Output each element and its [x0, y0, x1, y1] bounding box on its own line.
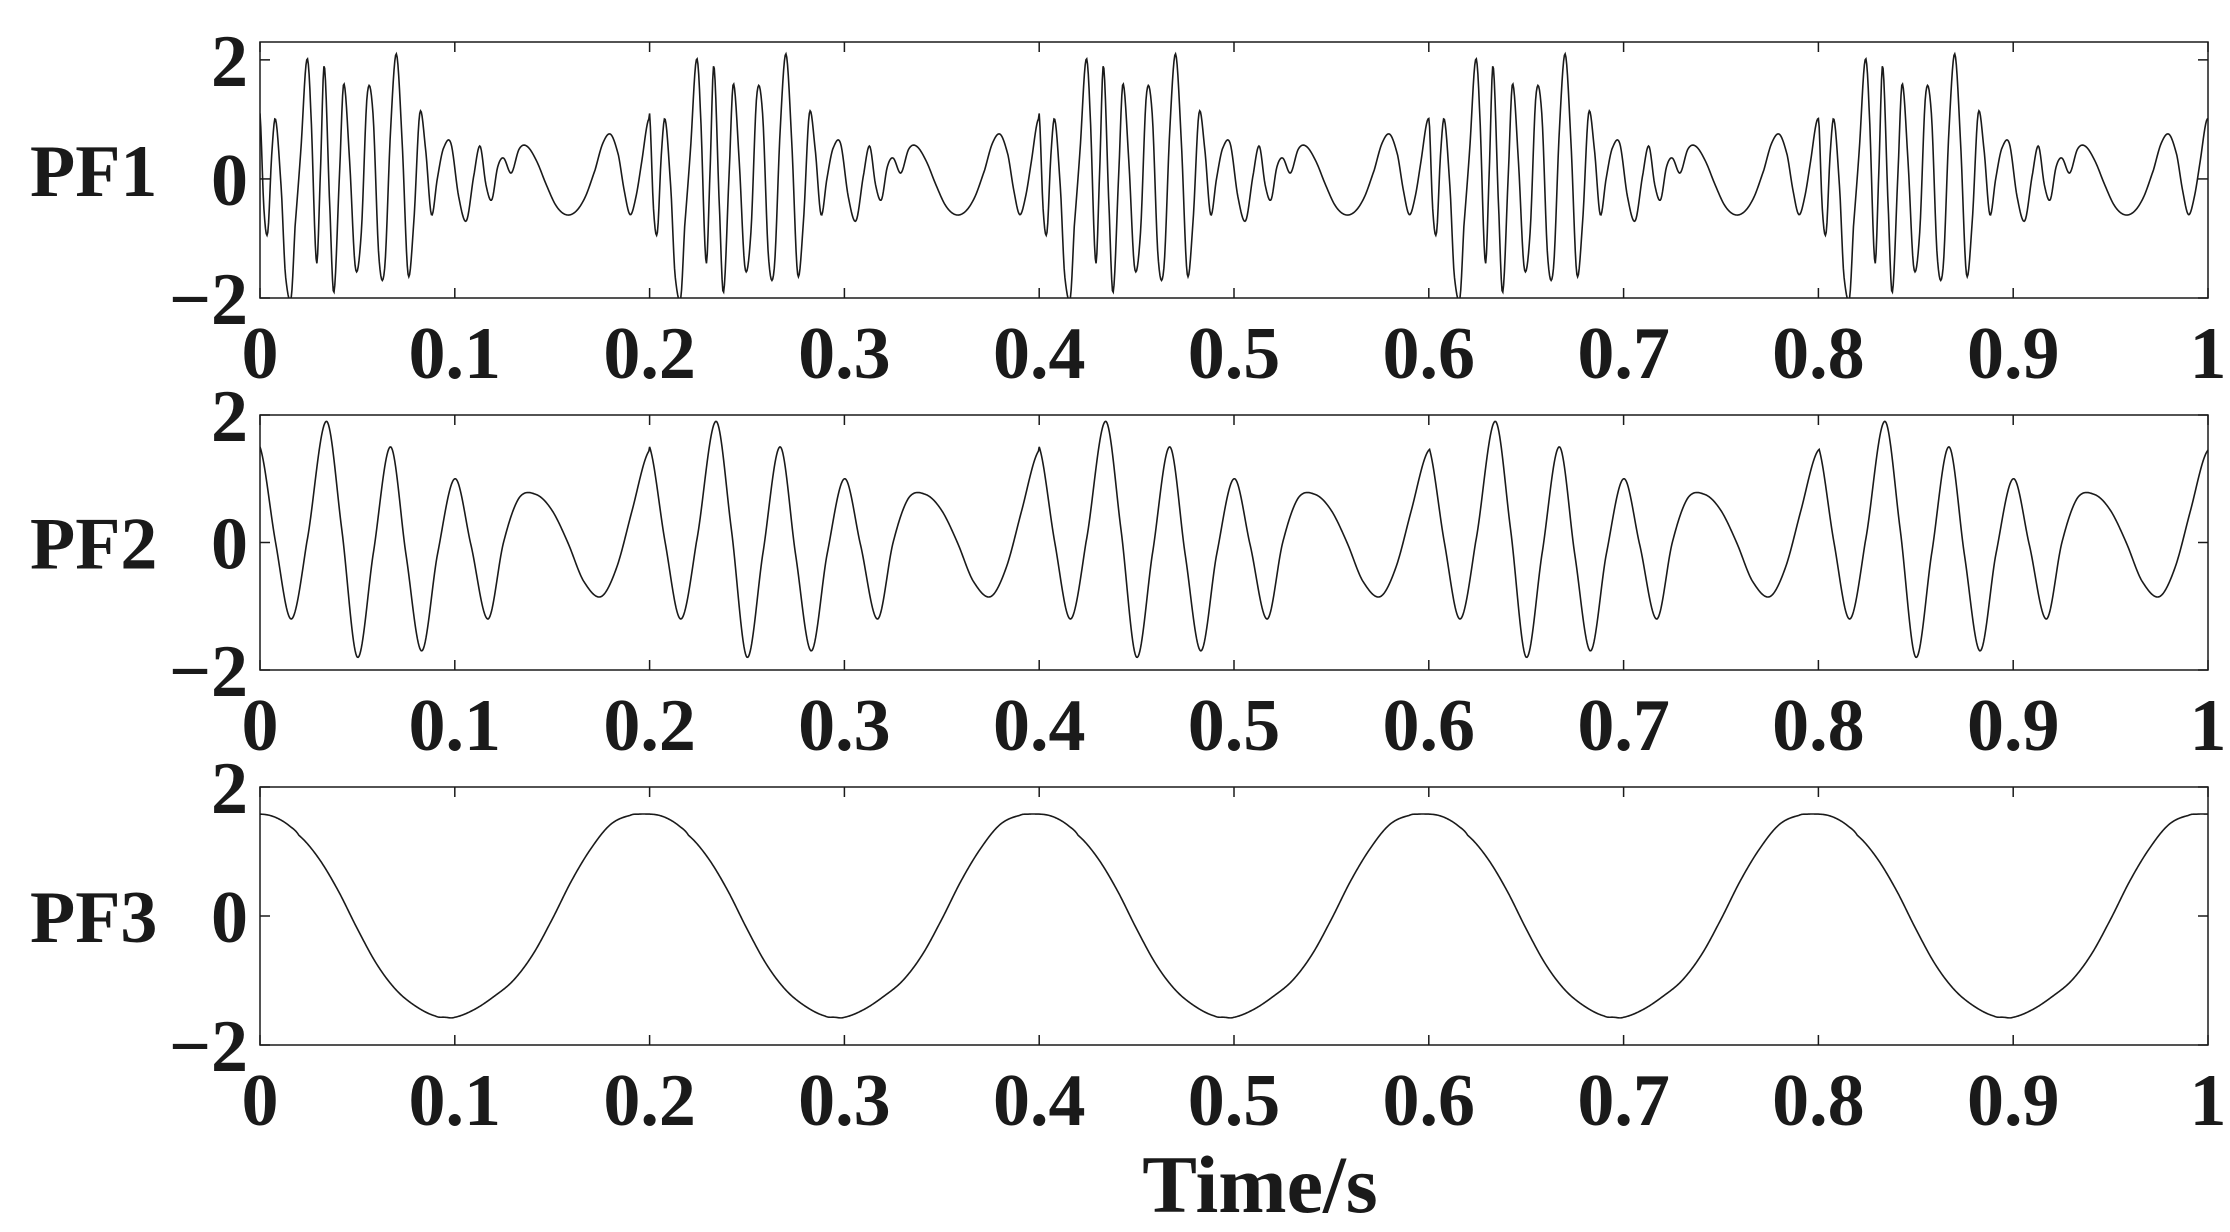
x-tick-label: 0.6 — [1383, 313, 1476, 395]
series-line-3 — [260, 813, 2208, 1019]
y-tick-label: −2 — [169, 631, 248, 713]
x-tick-label: 0.7 — [1577, 685, 1670, 767]
x-tick-label: 0.5 — [1188, 685, 1281, 767]
x-tick-label: 1 — [2190, 685, 2227, 767]
x-tick-label: 0.9 — [1967, 313, 2060, 395]
y-tick-label: 0 — [211, 504, 248, 586]
y-tick-label: −2 — [169, 1006, 248, 1088]
x-tick-label: 0 — [242, 1060, 279, 1142]
y-axis-label: PF3 — [30, 877, 157, 959]
x-tick-label: 0.6 — [1383, 1060, 1476, 1142]
x-tick-label: 0.2 — [603, 685, 696, 767]
x-tick-label: 0.3 — [798, 685, 891, 767]
x-tick-label: 0.9 — [1967, 685, 2060, 767]
x-tick-label: 0.7 — [1577, 1060, 1670, 1142]
x-tick-label: 0.4 — [993, 1060, 1086, 1142]
x-tick-label: 0.3 — [798, 313, 891, 395]
y-tick-label: 2 — [211, 376, 248, 458]
y-tick-label: 2 — [211, 748, 248, 830]
y-tick-label: 2 — [211, 21, 248, 103]
x-tick-label: 0.1 — [409, 685, 502, 767]
x-axis-label: Time/s — [1142, 1139, 1377, 1227]
x-tick-label: 1 — [2190, 313, 2227, 395]
x-tick-label: 0.8 — [1772, 1060, 1865, 1142]
series-line-2 — [260, 420, 2208, 659]
x-tick-label: 0.3 — [798, 1060, 891, 1142]
x-tick-label: 0.8 — [1772, 313, 1865, 395]
x-tick-label: 1 — [2190, 1060, 2227, 1142]
x-tick-label: 0.1 — [409, 313, 502, 395]
y-tick-label: −2 — [169, 259, 248, 341]
x-tick-label: 0.2 — [603, 313, 696, 395]
x-tick-label: 0.8 — [1772, 685, 1865, 767]
y-tick-label: 0 — [211, 877, 248, 959]
x-tick-label: 0.9 — [1967, 1060, 2060, 1142]
x-tick-label: 0.7 — [1577, 313, 1670, 395]
x-tick-label: 0 — [242, 313, 279, 395]
x-tick-label: 0.2 — [603, 1060, 696, 1142]
series-line-1 — [260, 51, 2208, 298]
x-tick-label: 0.4 — [993, 313, 1086, 395]
y-tick-label: 0 — [211, 140, 248, 222]
y-axis-label: PF1 — [30, 131, 157, 213]
x-tick-label: 0.4 — [993, 685, 1086, 767]
x-tick-label: 0 — [242, 685, 279, 767]
x-tick-label: 0.1 — [409, 1060, 502, 1142]
x-tick-label: 0.5 — [1188, 313, 1281, 395]
x-tick-label: 0.6 — [1383, 685, 1476, 767]
y-axis-label: PF2 — [30, 504, 157, 586]
x-tick-label: 0.5 — [1188, 1060, 1281, 1142]
